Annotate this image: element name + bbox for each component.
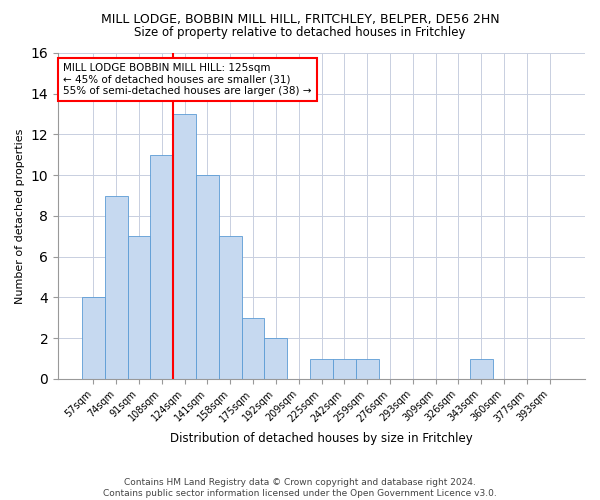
Bar [356, 358, 379, 379]
Text: Contains HM Land Registry data © Crown copyright and database right 2024.
Contai: Contains HM Land Registry data © Crown c… [103, 478, 497, 498]
Bar [196, 175, 219, 379]
X-axis label: Distribution of detached houses by size in Fritchley: Distribution of detached houses by size … [170, 432, 473, 445]
Bar [173, 114, 196, 379]
Y-axis label: Number of detached properties: Number of detached properties [15, 128, 25, 304]
Bar [82, 298, 105, 379]
Text: MILL LODGE, BOBBIN MILL HILL, FRITCHLEY, BELPER, DE56 2HN: MILL LODGE, BOBBIN MILL HILL, FRITCHLEY,… [101, 12, 499, 26]
Bar [105, 196, 128, 379]
Bar [470, 358, 493, 379]
Bar [265, 338, 287, 379]
Bar [219, 236, 242, 379]
Bar [333, 358, 356, 379]
Bar [242, 318, 265, 379]
Bar [128, 236, 151, 379]
Text: Size of property relative to detached houses in Fritchley: Size of property relative to detached ho… [134, 26, 466, 39]
Text: MILL LODGE BOBBIN MILL HILL: 125sqm
← 45% of detached houses are smaller (31)
55: MILL LODGE BOBBIN MILL HILL: 125sqm ← 45… [63, 63, 312, 96]
Bar [310, 358, 333, 379]
Bar [151, 155, 173, 379]
